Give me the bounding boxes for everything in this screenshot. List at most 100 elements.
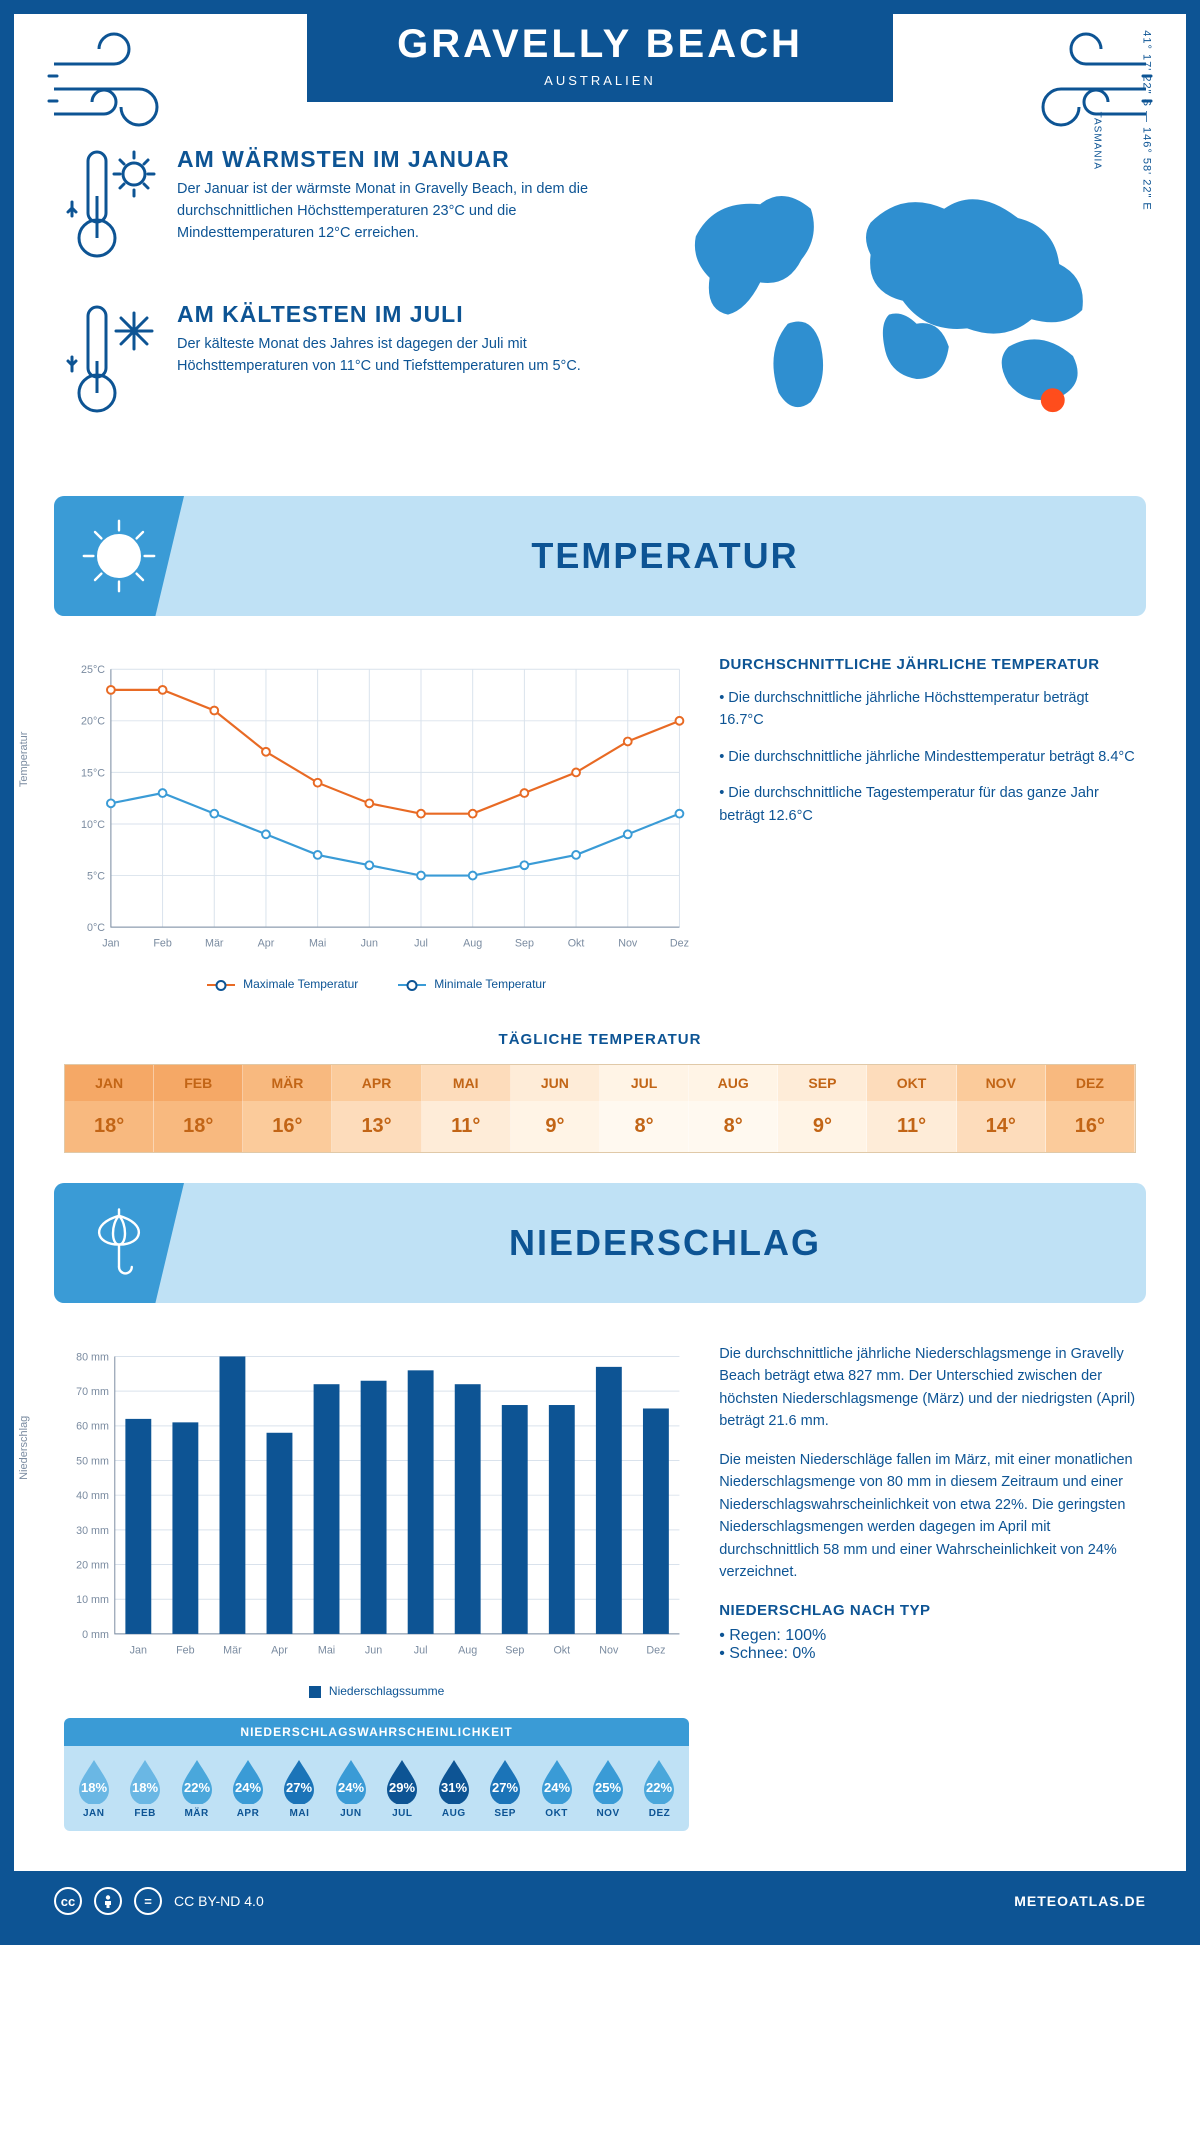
precipitation-bar-chart: Niederschlag 0 mm10 mm20 mm30 mm40 mm50 … [64, 1343, 689, 1831]
temp-bullet: • Die durchschnittliche jährliche Mindes… [719, 746, 1136, 768]
daily-temp-title: TÄGLICHE TEMPERATUR [14, 1031, 1186, 1048]
temperature-content: Temperatur 0°C5°C10°C15°C20°C25°CJanFebM… [14, 616, 1186, 1001]
svg-text:10 mm: 10 mm [76, 1594, 109, 1606]
svg-text:22%: 22% [184, 1780, 210, 1795]
svg-text:Jun: Jun [361, 938, 378, 950]
svg-text:Feb: Feb [176, 1644, 195, 1656]
precip-probability-panel: NIEDERSCHLAGSWAHRSCHEINLICHKEIT 18%JAN18… [64, 1718, 689, 1831]
license-block: cc = CC BY-ND 4.0 [54, 1887, 264, 1915]
precip-type-bullet: • Regen: 100% [719, 1627, 1136, 1645]
overview-text: AM WÄRMSTEN IM JANUAR Der Januar ist der… [64, 146, 611, 456]
precip-probability-drop: 27%MAI [274, 1758, 325, 1819]
avg-temp-title: DURCHSCHNITTLICHE JÄHRLICHE TEMPERATUR [719, 656, 1136, 673]
temp-bullet: • Die durchschnittliche jährliche Höchst… [719, 687, 1136, 732]
svg-text:29%: 29% [389, 1780, 415, 1795]
svg-text:Apr: Apr [258, 938, 275, 950]
daily-month-header: NOV [957, 1065, 1046, 1101]
daily-month-header: SEP [778, 1065, 867, 1101]
warmest-body: Der Januar ist der wärmste Monat in Grav… [177, 179, 597, 244]
cc-icon: cc [54, 1887, 82, 1915]
svg-text:40 mm: 40 mm [76, 1490, 109, 1502]
svg-text:Dez: Dez [670, 938, 689, 950]
daily-month-header: MAI [422, 1065, 511, 1101]
svg-text:Nov: Nov [618, 938, 638, 950]
svg-text:27%: 27% [492, 1780, 518, 1795]
precipitation-heading: NIEDERSCHLAG [184, 1222, 1146, 1264]
wind-icon-left [44, 24, 184, 144]
daily-month-value: 16° [243, 1101, 332, 1152]
coldest-title: AM KÄLTESTEN IM JULI [177, 301, 597, 328]
daily-month-value: 8° [600, 1101, 689, 1152]
daily-month-header: OKT [867, 1065, 956, 1101]
svg-text:Aug: Aug [463, 938, 482, 950]
precip-probability-drop: 22%MÄR [171, 1758, 222, 1819]
precip-legend: Niederschlagssumme [64, 1684, 689, 1698]
page-title: GRAVELLY BEACH [397, 22, 803, 67]
svg-text:Mär: Mär [205, 938, 224, 950]
svg-text:Okt: Okt [553, 1644, 570, 1656]
wind-icon-right [1016, 24, 1156, 144]
precipitation-content: Niederschlag 0 mm 10 mm 20 mm 30 mm 40 mm 50 … [14, 1303, 1186, 1841]
svg-text:25°C: 25°C [81, 664, 105, 676]
svg-text:Okt: Okt [568, 938, 585, 950]
svg-text:24%: 24% [338, 1780, 364, 1795]
precip-y-label: Niederschlag [18, 1415, 30, 1479]
svg-text:60 mm: 60 mm [76, 1421, 109, 1433]
daily-month-value: 13° [332, 1101, 421, 1152]
precip-probability-drop: 29%JUL [377, 1758, 428, 1819]
header: GRAVELLY BEACH AUSTRALIEN [14, 14, 1186, 136]
daily-month-value: 18° [154, 1101, 243, 1152]
daily-month-value: 11° [422, 1101, 511, 1152]
site-label: METEOATLAS.DE [1014, 1893, 1146, 1909]
svg-text:Sep: Sep [515, 938, 534, 950]
precip-probability-drop: 18%FEB [119, 1758, 170, 1819]
world-map-icon [659, 172, 1119, 430]
coords-label: 41° 17' 22" S — 146° 58' 22" E [1140, 30, 1152, 210]
precip-probability-drop: 18%JAN [68, 1758, 119, 1819]
svg-text:0 mm: 0 mm [82, 1629, 109, 1641]
precip-probability-drop: 24%APR [222, 1758, 273, 1819]
svg-text:Jan: Jan [102, 938, 119, 950]
nd-icon: = [134, 1887, 162, 1915]
svg-text:50 mm: 50 mm [76, 1455, 109, 1467]
daily-month-header: JAN [65, 1065, 154, 1101]
daily-month-header: JUL [600, 1065, 689, 1101]
svg-text:20°C: 20°C [81, 716, 105, 728]
daily-month-value: 14° [957, 1101, 1046, 1152]
svg-text:20 mm: 20 mm [76, 1559, 109, 1571]
precip-probability-drop: 22%DEZ [634, 1758, 685, 1819]
svg-text:25%: 25% [595, 1780, 621, 1795]
precipitation-text: Die durchschnittliche jährliche Niedersc… [719, 1343, 1136, 1831]
svg-text:Jul: Jul [414, 1644, 428, 1656]
by-icon [94, 1887, 122, 1915]
svg-text:Mai: Mai [318, 1644, 335, 1656]
warmest-title: AM WÄRMSTEN IM JANUAR [177, 146, 597, 173]
precip-probability-drop: 25%NOV [582, 1758, 633, 1819]
daily-month-header: DEZ [1046, 1065, 1135, 1101]
warmest-block: AM WÄRMSTEN IM JANUAR Der Januar ist der… [64, 146, 611, 271]
title-ribbon: GRAVELLY BEACH AUSTRALIEN [307, 0, 893, 102]
coldest-body: Der kälteste Monat des Jahres ist dagege… [177, 334, 597, 378]
precip-body-1: Die durchschnittliche jährliche Niedersc… [719, 1343, 1136, 1433]
legend-precip-sum: Niederschlagssumme [309, 1684, 444, 1698]
daily-month-value: 18° [65, 1101, 154, 1152]
legend-min: Minimale Temperatur [398, 977, 546, 991]
temp-legend: Maximale Temperatur Minimale Temperatur [64, 977, 689, 991]
svg-text:Mai: Mai [309, 938, 326, 950]
legend-max: Maximale Temperatur [207, 977, 358, 991]
svg-text:10°C: 10°C [81, 819, 105, 831]
svg-text:18%: 18% [81, 1780, 107, 1795]
license-label: CC BY-ND 4.0 [174, 1893, 264, 1909]
precip-type-title: NIEDERSCHLAG NACH TYP [719, 1602, 1136, 1619]
svg-text:Jan: Jan [130, 1644, 147, 1656]
daily-month-value: 8° [689, 1101, 778, 1152]
svg-text:Nov: Nov [599, 1644, 619, 1656]
svg-text:Mär: Mär [223, 1644, 242, 1656]
svg-text:24%: 24% [544, 1780, 570, 1795]
daily-temp-table: JANFEBMÄRAPRMAIJUNJULAUGSEPOKTNOVDEZ18°1… [64, 1064, 1136, 1153]
svg-text:Jul: Jul [414, 938, 428, 950]
sun-icon [54, 496, 184, 616]
svg-text:30 mm: 30 mm [76, 1525, 109, 1537]
svg-text:31%: 31% [441, 1780, 467, 1795]
footer: cc = CC BY-ND 4.0 METEOATLAS.DE [14, 1871, 1186, 1931]
